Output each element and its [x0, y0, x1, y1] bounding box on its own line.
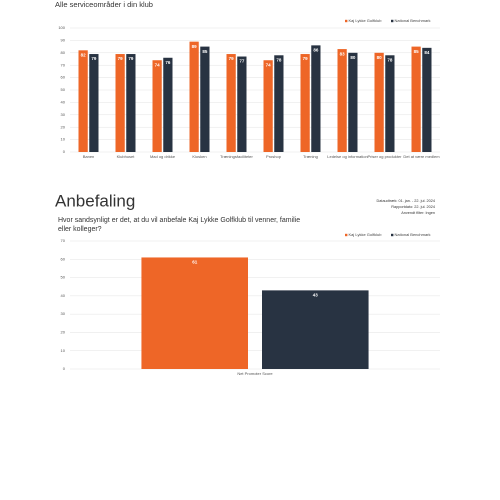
value-label: 79	[91, 56, 97, 61]
value-label: 78	[276, 57, 282, 62]
value-label: 79	[303, 56, 309, 61]
legend-swatch	[345, 19, 348, 23]
chart-subtitle: Hvor sandsynligt er det, at du vil anbef…	[58, 217, 300, 233]
bar	[411, 46, 421, 152]
bar	[237, 56, 247, 152]
value-label: 76	[165, 60, 171, 65]
x-tick-label: Træning	[303, 154, 318, 159]
value-label: 80	[377, 55, 383, 60]
y-tick-label: 30	[61, 112, 66, 117]
x-tick-label: Kiosken	[192, 154, 206, 159]
value-label: 79	[229, 56, 235, 61]
y-tick-label: 60	[61, 75, 66, 80]
x-tick-label: Priser og produkter	[367, 154, 402, 159]
value-label: 84	[424, 50, 430, 55]
value-label: 89	[192, 44, 198, 49]
bar	[311, 45, 321, 152]
x-tick-label: Mad og drikke	[150, 154, 176, 159]
value-label: 77	[239, 59, 245, 64]
chart-title: Anbefaling	[55, 191, 135, 210]
y-tick-label: 50	[61, 275, 66, 280]
y-tick-label: 20	[61, 329, 66, 334]
y-tick-label: 10	[61, 348, 66, 353]
legend-label: National Benchmark	[395, 18, 431, 23]
bar	[226, 54, 236, 152]
x-tick-label: Klubhuset	[117, 154, 136, 159]
bar	[385, 55, 395, 152]
y-tick-label: 0	[63, 149, 66, 154]
legend-swatch	[345, 233, 348, 237]
x-tick-label: Træningsfaciliteter	[220, 154, 253, 159]
bar	[115, 54, 125, 152]
x-tick-label: Ledelse og information	[327, 154, 367, 159]
value-label: 79	[128, 56, 134, 61]
bar	[141, 257, 248, 369]
bar	[348, 52, 358, 152]
value-label: 79	[118, 56, 124, 61]
x-tick-label: Banen	[83, 154, 95, 159]
value-label: 86	[313, 48, 319, 53]
value-label: 74	[155, 62, 161, 67]
bar	[152, 60, 162, 152]
y-tick-label: 40	[61, 99, 66, 104]
chart-title: Alle serviceområder i din klub	[55, 0, 153, 9]
bar	[374, 52, 384, 152]
bar	[422, 47, 432, 153]
y-tick-label: 50	[61, 87, 66, 92]
legend-swatch	[391, 19, 394, 23]
value-label: 43	[313, 293, 319, 298]
y-tick-label: 100	[58, 25, 65, 30]
y-tick-label: 40	[61, 293, 66, 298]
bar	[200, 46, 210, 152]
bar	[263, 60, 273, 152]
legend-swatch	[391, 233, 394, 237]
bar	[126, 54, 136, 152]
bar	[78, 50, 88, 152]
y-tick-label: 60	[61, 256, 66, 261]
value-label: 85	[202, 49, 208, 54]
bar	[262, 290, 369, 369]
legend-label: National Benchmark	[395, 232, 431, 237]
annotation: Anvendt filter: Ingen	[401, 211, 435, 215]
bar	[163, 57, 173, 153]
value-label: 80	[350, 55, 356, 60]
x-tick-label: Proshop	[266, 154, 282, 159]
bar	[189, 41, 199, 152]
y-tick-label: 70	[61, 238, 66, 243]
bar	[89, 54, 99, 152]
value-label: 74	[266, 62, 272, 67]
y-tick-label: 10	[61, 137, 66, 142]
y-tick-label: 90	[61, 37, 66, 42]
value-label: 61	[192, 260, 198, 265]
value-label: 83	[340, 51, 346, 56]
bar	[300, 54, 310, 152]
bar	[274, 55, 284, 152]
value-label: 85	[414, 49, 420, 54]
annotation: Dataudtræk: 01. jan. - 22. jul. 2024	[377, 199, 435, 203]
x-tick-label: Det at være medlem	[403, 154, 440, 159]
y-tick-label: 70	[61, 62, 66, 67]
y-tick-label: 20	[61, 124, 66, 129]
y-tick-label: 0	[63, 366, 66, 371]
value-label: 82	[81, 53, 87, 58]
x-tick-label: Net Promoter Score	[237, 371, 273, 376]
y-tick-label: 80	[61, 50, 66, 55]
annotation: Rapportdato: 22. jul. 2024	[391, 205, 435, 209]
y-tick-label: 30	[61, 311, 66, 316]
legend-label: Kaj Lykke Golfklub	[349, 232, 383, 237]
bar	[337, 49, 347, 152]
legend-label: Kaj Lykke Golfklub	[349, 18, 383, 23]
value-label: 78	[387, 57, 393, 62]
